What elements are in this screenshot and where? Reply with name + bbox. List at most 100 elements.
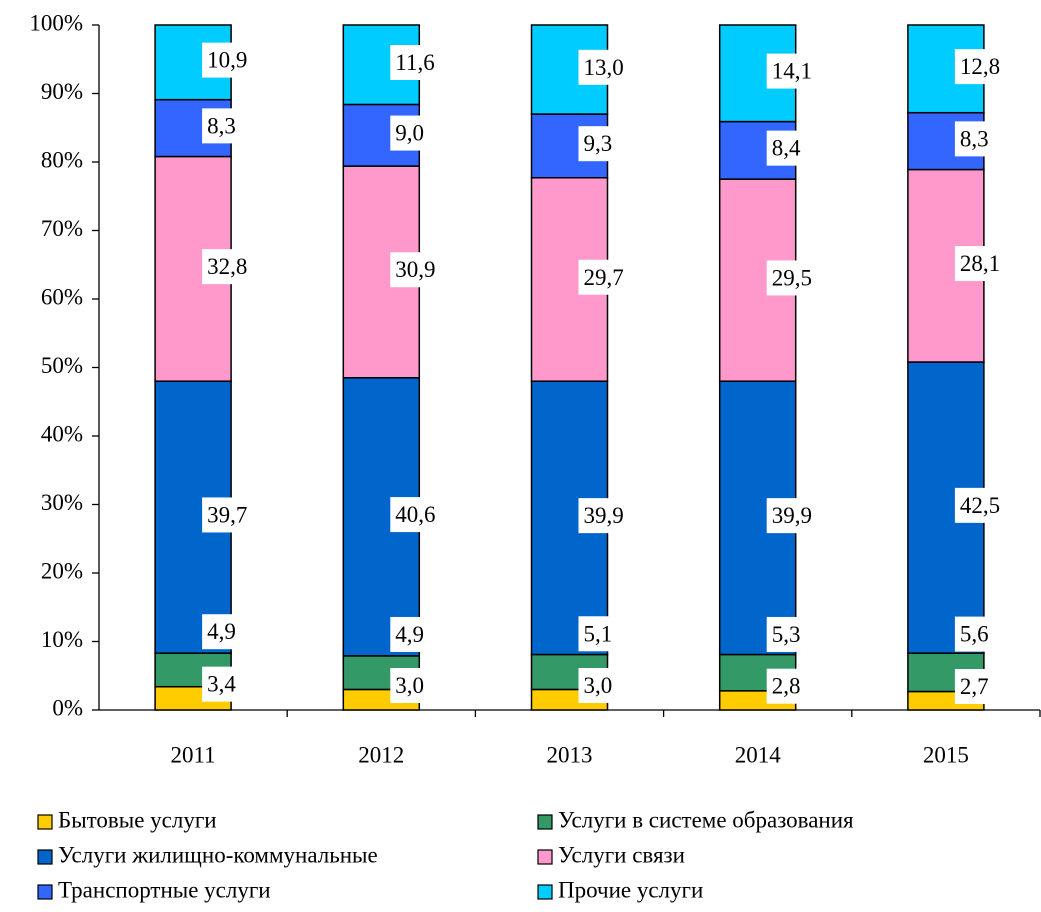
data-label-text: 5,1 (584, 621, 613, 646)
data-label-bg (202, 249, 253, 285)
data-label-bg (766, 130, 806, 166)
data-label-text: 2,7 (960, 674, 989, 699)
data-label-bg (578, 49, 629, 85)
data-label-bg (390, 616, 430, 652)
x-tick-label: 2013 (547, 742, 593, 767)
data-label: 29,5 (766, 260, 817, 296)
data-label: 30,9 (390, 252, 441, 288)
data-label: 13,0 (578, 49, 629, 85)
data-label: 5,3 (766, 616, 806, 652)
data-label: 12,8 (954, 49, 1006, 85)
data-label: 39,9 (766, 498, 817, 534)
data-label-bg (202, 108, 241, 144)
data-label-text: 11,6 (395, 50, 434, 75)
y-tick-label: 40% (41, 421, 83, 446)
data-label-bg (766, 260, 817, 296)
data-label-bg (578, 126, 618, 162)
legend-swatch (537, 814, 553, 830)
x-tick-label: 2011 (171, 742, 216, 767)
data-label-bg (766, 498, 817, 534)
data-label-bg (390, 252, 441, 288)
y-tick-label: 10% (41, 627, 83, 652)
legend-swatch (37, 884, 53, 900)
data-label-text: 5,6 (960, 622, 989, 647)
data-label: 39,9 (578, 498, 629, 534)
data-label-text: 10,9 (207, 48, 247, 73)
data-label-bg (578, 498, 629, 534)
data-label-text: 32,8 (207, 254, 247, 279)
data-label: 40,6 (390, 497, 441, 533)
data-label: 4,9 (202, 614, 241, 650)
legend-swatch (37, 814, 53, 830)
data-label-text: 39,9 (584, 503, 624, 528)
y-tick-label: 30% (41, 490, 83, 515)
legend-label: Услуги связи (558, 842, 685, 867)
data-label-text: 3,4 (207, 672, 236, 697)
data-label: 11,6 (390, 45, 440, 81)
data-label-text: 40,6 (395, 502, 435, 527)
data-label-text: 42,5 (960, 493, 1000, 518)
data-label-text: 8,3 (207, 113, 236, 138)
data-label: 3,0 (578, 668, 618, 704)
legend-label: Транспортные услуги (58, 877, 271, 902)
data-label: 9,0 (390, 115, 430, 151)
legend-label: Услуги в системе образования (558, 807, 854, 832)
data-label: 3,4 (202, 666, 242, 702)
y-tick-label: 60% (41, 284, 83, 309)
data-label-text: 3,0 (584, 673, 613, 698)
data-label-bg (954, 246, 1006, 282)
data-label: 28,1 (954, 246, 1006, 282)
data-label: 3,0 (390, 668, 430, 704)
legend-swatch (37, 849, 53, 865)
data-label: 32,8 (202, 249, 253, 285)
data-label-text: 12,8 (960, 54, 1000, 79)
data-label-text: 29,7 (584, 265, 624, 290)
data-label: 2,7 (954, 669, 994, 705)
y-tick-label: 80% (41, 147, 83, 172)
data-label-bg (954, 616, 994, 652)
data-label-text: 14,1 (772, 59, 812, 84)
y-tick-label: 20% (41, 558, 83, 583)
data-label-text: 8,3 (960, 126, 989, 151)
data-label-bg (390, 668, 430, 704)
data-label: 5,1 (578, 616, 618, 652)
data-label: 39,7 (202, 497, 253, 533)
data-label: 8,3 (954, 121, 994, 157)
data-label: 10,9 (202, 42, 253, 78)
data-label-bg (766, 668, 806, 704)
data-label-bg (390, 115, 430, 151)
data-label-text: 9,3 (584, 131, 613, 156)
data-label: 9,3 (578, 126, 618, 162)
data-label-bg (954, 49, 1006, 85)
data-label-text: 9,0 (395, 121, 424, 146)
data-label-bg (954, 487, 1006, 523)
data-label-text: 29,5 (772, 265, 812, 290)
y-tick-label: 50% (41, 353, 83, 378)
data-label: 8,3 (202, 108, 241, 144)
x-tick-label: 2014 (735, 742, 782, 767)
data-label-bg (766, 616, 806, 652)
data-label-bg (202, 42, 253, 78)
data-label-bg (202, 614, 241, 650)
data-label: 42,5 (954, 487, 1006, 523)
data-label-bg (578, 259, 629, 295)
data-label-bg (954, 669, 994, 705)
data-label: 29,7 (578, 259, 629, 295)
data-label-bg (578, 616, 618, 652)
data-label: 5,6 (954, 616, 994, 652)
data-label: 14,1 (766, 53, 817, 89)
data-label-text: 4,9 (395, 622, 424, 647)
data-label-bg (390, 497, 441, 533)
data-label: 2,8 (766, 668, 806, 704)
data-label-text: 8,4 (772, 136, 801, 161)
data-label-text: 39,9 (772, 503, 812, 528)
data-label-bg (954, 121, 994, 157)
y-tick-label: 70% (41, 216, 83, 241)
y-tick-label: 90% (41, 79, 83, 104)
data-label-bg (390, 45, 440, 81)
data-label-bg (766, 53, 817, 89)
data-label-text: 28,1 (960, 251, 1000, 276)
data-label-text: 39,7 (207, 502, 247, 527)
y-tick-label: 100% (29, 10, 83, 35)
legend-label: Прочие услуги (558, 877, 703, 902)
